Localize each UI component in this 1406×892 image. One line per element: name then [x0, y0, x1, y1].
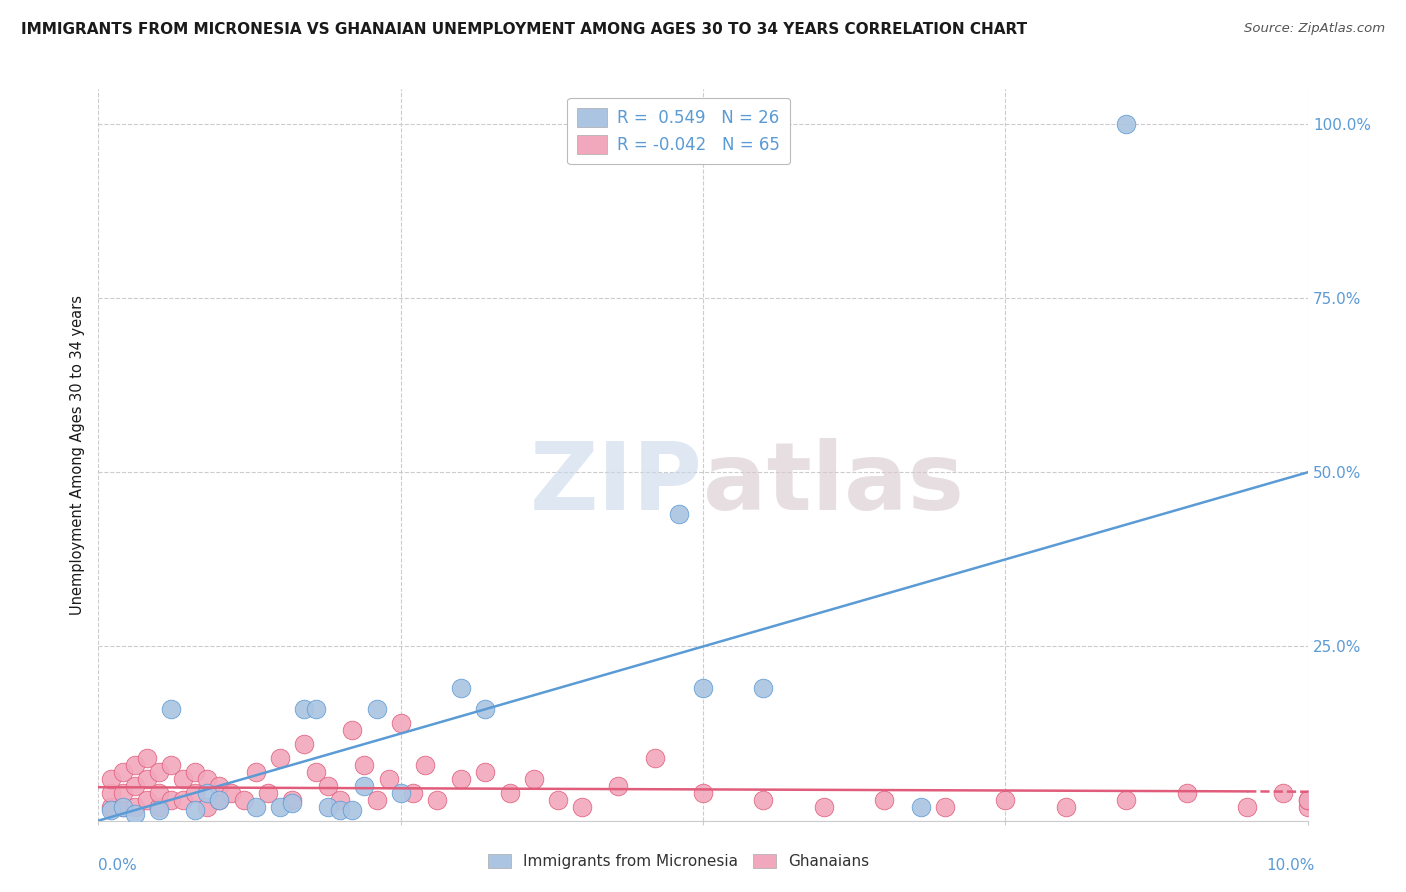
Text: 0.0%: 0.0%: [98, 858, 138, 872]
Point: [100, 772, 122, 786]
Point: [402, 786, 425, 800]
Point: [692, 681, 714, 696]
Point: [1236, 799, 1258, 814]
Point: [316, 799, 339, 814]
Point: [195, 799, 218, 814]
Point: [135, 793, 157, 807]
Point: [474, 764, 496, 779]
Point: [644, 751, 666, 765]
Point: [752, 681, 775, 696]
Point: [1054, 799, 1077, 814]
Point: [342, 803, 364, 817]
Point: [692, 786, 714, 800]
Point: [111, 786, 134, 800]
Point: [934, 799, 956, 814]
Point: [124, 799, 146, 814]
Point: [245, 799, 267, 814]
Point: [148, 786, 170, 800]
Text: atlas: atlas: [703, 438, 965, 530]
Point: [208, 793, 231, 807]
Point: [172, 793, 194, 807]
Point: [329, 793, 352, 807]
Point: [426, 793, 449, 807]
Text: ZIP: ZIP: [530, 438, 703, 530]
Point: [910, 799, 932, 814]
Point: [1175, 786, 1198, 800]
Point: [195, 772, 218, 786]
Point: [329, 803, 352, 817]
Point: [450, 681, 472, 696]
Point: [160, 758, 183, 772]
Point: [413, 758, 436, 772]
Point: [1296, 799, 1319, 814]
Point: [281, 796, 304, 810]
Point: [111, 799, 134, 814]
Point: [450, 772, 472, 786]
Point: [111, 764, 134, 779]
Point: [1296, 793, 1319, 807]
Point: [474, 702, 496, 716]
Point: [377, 772, 399, 786]
Text: 10.0%: 10.0%: [1267, 858, 1315, 872]
Point: [124, 806, 146, 821]
Point: [1272, 786, 1295, 800]
Point: [111, 799, 134, 814]
Point: [124, 758, 146, 772]
Point: [547, 793, 569, 807]
Point: [195, 786, 218, 800]
Point: [269, 799, 291, 814]
Point: [281, 793, 304, 807]
Point: [160, 793, 183, 807]
Point: [100, 786, 122, 800]
Point: [208, 793, 231, 807]
Point: [571, 799, 593, 814]
Point: [389, 786, 412, 800]
Point: [184, 803, 207, 817]
Point: [353, 758, 375, 772]
Point: [232, 793, 254, 807]
Point: [752, 793, 775, 807]
Point: [100, 799, 122, 814]
Point: [498, 786, 520, 800]
Point: [221, 786, 243, 800]
Point: [389, 716, 412, 731]
Point: [1115, 117, 1137, 131]
Point: [245, 764, 267, 779]
Point: [523, 772, 546, 786]
Point: [305, 764, 328, 779]
Point: [292, 737, 315, 751]
Point: [135, 751, 157, 765]
Point: [316, 779, 339, 793]
Point: [184, 786, 207, 800]
Point: [148, 803, 170, 817]
Text: IMMIGRANTS FROM MICRONESIA VS GHANAIAN UNEMPLOYMENT AMONG AGES 30 TO 34 YEARS CO: IMMIGRANTS FROM MICRONESIA VS GHANAIAN U…: [21, 22, 1028, 37]
Point: [208, 779, 231, 793]
Point: [100, 803, 122, 817]
Text: Source: ZipAtlas.com: Source: ZipAtlas.com: [1244, 22, 1385, 36]
Point: [160, 702, 183, 716]
Point: [148, 764, 170, 779]
Point: [994, 793, 1017, 807]
Point: [1115, 793, 1137, 807]
Point: [256, 786, 278, 800]
Point: [184, 764, 207, 779]
Point: [366, 702, 388, 716]
Legend: Immigrants from Micronesia, Ghanaians: Immigrants from Micronesia, Ghanaians: [482, 848, 876, 875]
Point: [148, 799, 170, 814]
Point: [135, 772, 157, 786]
Point: [873, 793, 896, 807]
Point: [342, 723, 364, 737]
Point: [305, 702, 328, 716]
Point: [668, 507, 690, 521]
Point: [607, 779, 630, 793]
Point: [124, 779, 146, 793]
Point: [172, 772, 194, 786]
Point: [813, 799, 835, 814]
Point: [269, 751, 291, 765]
Point: [1296, 793, 1319, 807]
Y-axis label: Unemployment Among Ages 30 to 34 years: Unemployment Among Ages 30 to 34 years: [70, 295, 86, 615]
Point: [292, 702, 315, 716]
Point: [366, 793, 388, 807]
Point: [353, 779, 375, 793]
